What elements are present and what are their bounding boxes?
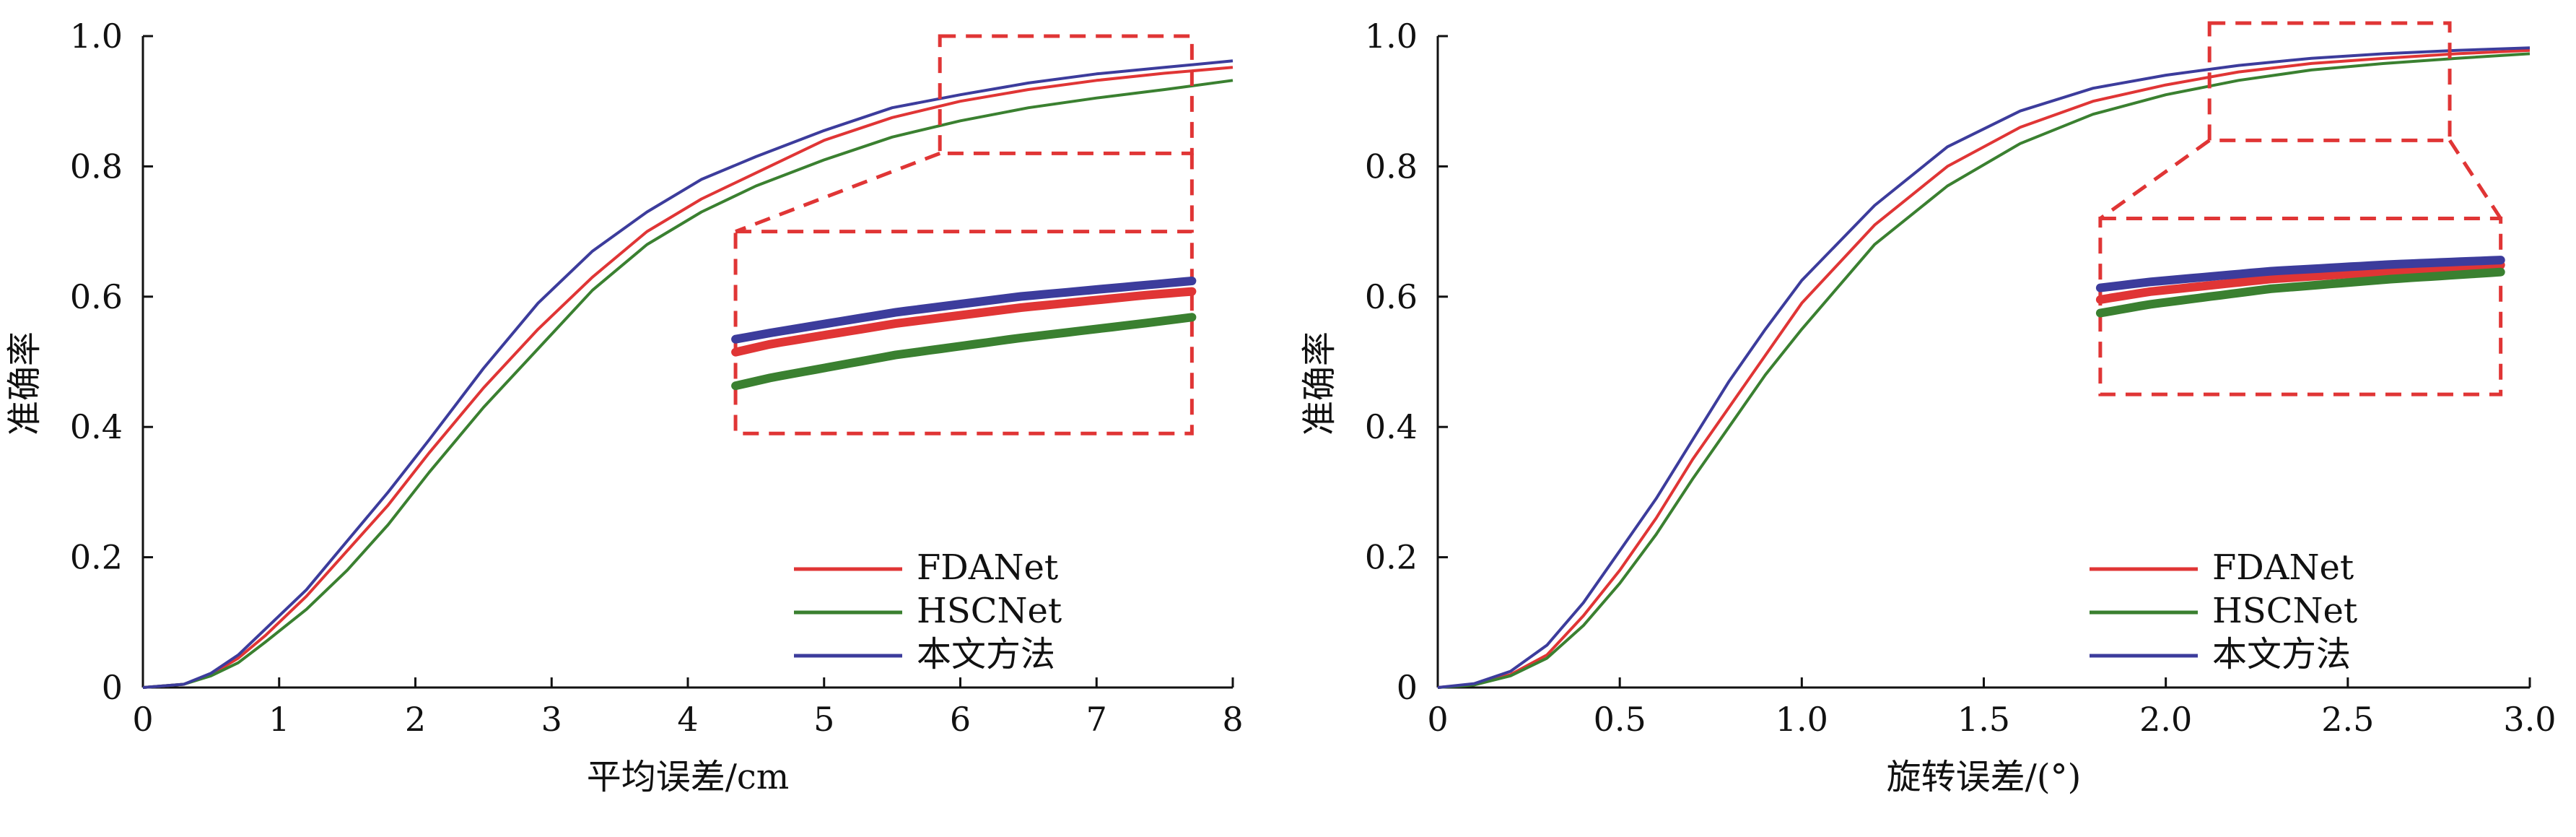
x-tick-label: 8 — [1222, 700, 1243, 739]
y-tick-label: 0.8 — [70, 147, 123, 186]
x-tick-label: 1 — [268, 700, 289, 739]
y-tick-label: 0.6 — [1365, 277, 1418, 316]
series-line-1 — [142, 66, 1234, 689]
y-tick-label: 0.8 — [1365, 147, 1418, 186]
y-tick-label: 0.4 — [1365, 407, 1418, 446]
x-tick-label: 0 — [1427, 700, 1448, 739]
zoom-inset-box — [733, 230, 1194, 435]
zoom-connector — [735, 152, 941, 233]
x-axis-label: 平均误差/cm — [587, 757, 790, 797]
series-line-3 — [142, 59, 1234, 689]
zoom-source-box — [938, 34, 1194, 155]
x-tick-label: 7 — [1086, 700, 1107, 739]
zoom-connector — [2448, 139, 2502, 220]
x-tick-label: 0.5 — [1594, 700, 1646, 739]
x-tick-label: 6 — [950, 700, 971, 739]
legend-label-3: 本文方法 — [917, 634, 1055, 675]
legend-label-1: FDANet — [2212, 547, 2354, 588]
inset-series-line-2 — [731, 313, 1197, 391]
y-tick-label: 0 — [102, 668, 123, 707]
inset-series-line-2 — [2095, 267, 2505, 318]
y-tick-label: 0.6 — [70, 277, 123, 316]
y-tick-label: 1.0 — [1365, 17, 1418, 56]
y-tick-label: 0.4 — [70, 407, 123, 446]
x-tick-label: 2 — [405, 700, 426, 739]
inset-series-line-3 — [2095, 256, 2505, 292]
y-tick-label: 1.0 — [70, 17, 123, 56]
legend-label-1: FDANet — [917, 547, 1058, 588]
x-tick-label: 2.5 — [2321, 700, 2374, 739]
inset-series-line-1 — [2095, 261, 2505, 304]
legend-label-2: HSCNet — [2212, 591, 2357, 631]
series-line-1 — [1437, 48, 2531, 689]
chart-panel-1: 0 1 2 3 4 5 6 7 8 0 0.2 0.4 0.6 0.8 1.0 平均误差/cm 准确率 FDANe… — [4, 17, 1244, 797]
y-tick-label: 0.2 — [70, 538, 123, 577]
x-axis-label: 旋转误差/(°) — [1887, 757, 2082, 797]
x-tick-label: 3 — [541, 700, 562, 739]
x-tick-label: 5 — [813, 700, 834, 739]
legend-label-3: 本文方法 — [2212, 634, 2351, 675]
x-tick-label: 1.0 — [1776, 700, 1828, 739]
x-tick-label: 0 — [132, 700, 153, 739]
x-tick-label: 4 — [677, 700, 698, 739]
chart-panel-2: 0 0.5 1.0 1.5 2.0 2.5 3.0 0 0.2 0.4 0.6 0.8 1.0 旋转误差/… — [1299, 17, 2557, 797]
inset-series-line-3 — [731, 277, 1197, 344]
series-line-2 — [142, 79, 1234, 689]
y-tick-label: 0.2 — [1365, 538, 1418, 577]
x-tick-label: 1.5 — [1957, 700, 2010, 739]
legend-label-2: HSCNet — [917, 591, 1062, 631]
zoom-connector — [2099, 139, 2211, 220]
y-tick-label: 0 — [1397, 668, 1418, 707]
inset-series-line-1 — [731, 287, 1197, 357]
y-axis-label: 准确率 — [1299, 331, 1340, 435]
series-line-3 — [1437, 46, 2531, 689]
zoom-source-box — [2207, 21, 2452, 142]
y-axis-label: 准确率 — [4, 331, 45, 435]
x-tick-label: 2.0 — [2139, 700, 2192, 739]
series-line-2 — [1437, 52, 2531, 689]
x-tick-label: 3.0 — [2503, 700, 2556, 739]
